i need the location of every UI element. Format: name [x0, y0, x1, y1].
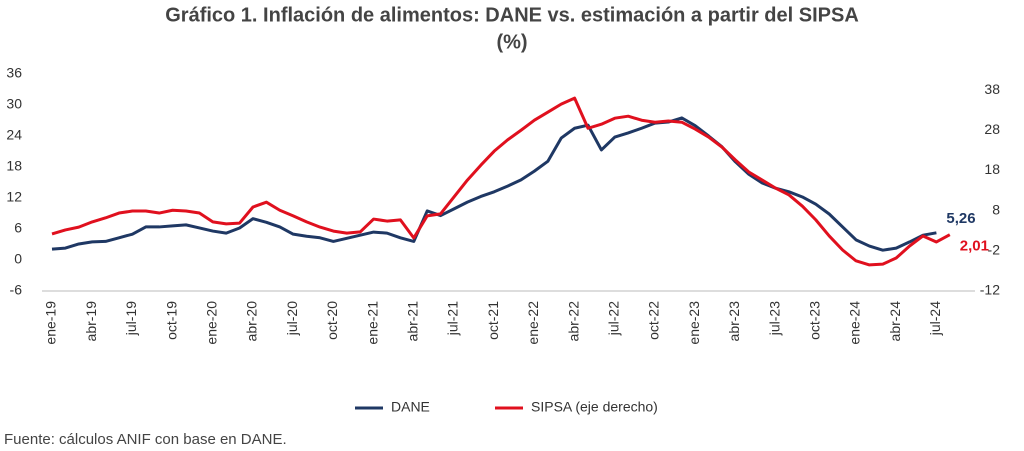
- x-tick-label: oct-21: [485, 301, 501, 340]
- y-tick-label: 12: [6, 189, 22, 205]
- x-tick-label: abr-19: [83, 301, 99, 342]
- y-tick-label: 24: [6, 127, 22, 143]
- y-tick-label: 18: [6, 158, 22, 174]
- source-note: Fuente: cálculos ANIF con base en DANE.: [4, 431, 287, 448]
- y2-tick-label: 8: [992, 201, 1000, 217]
- x-tick-label: ene-24: [847, 301, 863, 345]
- series-line: [51, 116, 937, 252]
- x-tick-label: abr-22: [565, 301, 581, 342]
- x-tick-label: jul-23: [766, 301, 782, 336]
- x-tick-label: ene-23: [686, 301, 702, 345]
- x-tick-label: jul-20: [284, 301, 300, 336]
- x-tick-label: abr-23: [726, 301, 742, 342]
- chart-title: (%): [496, 31, 527, 53]
- end-label: 5,26: [946, 210, 975, 227]
- x-tick-label: oct-22: [646, 301, 662, 340]
- x-tick-label: ene-19: [43, 301, 59, 345]
- y-tick-label: 6: [14, 220, 22, 236]
- x-tick-label: oct-20: [324, 301, 340, 340]
- series-line: [51, 96, 951, 267]
- x-tick-label: oct-23: [807, 301, 823, 340]
- x-tick-label: ene-20: [204, 301, 220, 345]
- x-tick-label: jul-19: [123, 301, 139, 336]
- chart-title: Gráfico 1. Inflación de alimentos: DANE …: [165, 4, 859, 26]
- y-tick-label: 30: [6, 96, 22, 112]
- x-tick-label: ene-21: [364, 301, 380, 345]
- y2-tick-label: 18: [984, 161, 1000, 177]
- x-tick-label: abr-20: [244, 301, 260, 342]
- legend-label: DANE: [391, 399, 430, 415]
- y2-tick-label: -2: [988, 242, 1001, 258]
- y2-tick-label: -12: [980, 282, 1000, 298]
- y-tick-label: 36: [6, 65, 22, 81]
- x-tick-label: oct-19: [163, 301, 179, 340]
- x-tick-label: abr-21: [405, 301, 421, 342]
- x-tick-label: abr-24: [887, 301, 903, 342]
- end-label: 2,01: [960, 238, 989, 255]
- y-tick-label: 0: [14, 251, 22, 267]
- x-tick-label: jul-22: [606, 301, 622, 336]
- x-tick-label: ene-22: [525, 301, 541, 345]
- y-tick-label: -6: [10, 282, 23, 298]
- y2-tick-label: 28: [984, 121, 1000, 137]
- y2-tick-label: 38: [984, 81, 1000, 97]
- x-tick-label: jul-21: [445, 301, 461, 336]
- legend-label: SIPSA (eje derecho): [531, 399, 658, 415]
- x-tick-label: jul-24: [927, 301, 943, 336]
